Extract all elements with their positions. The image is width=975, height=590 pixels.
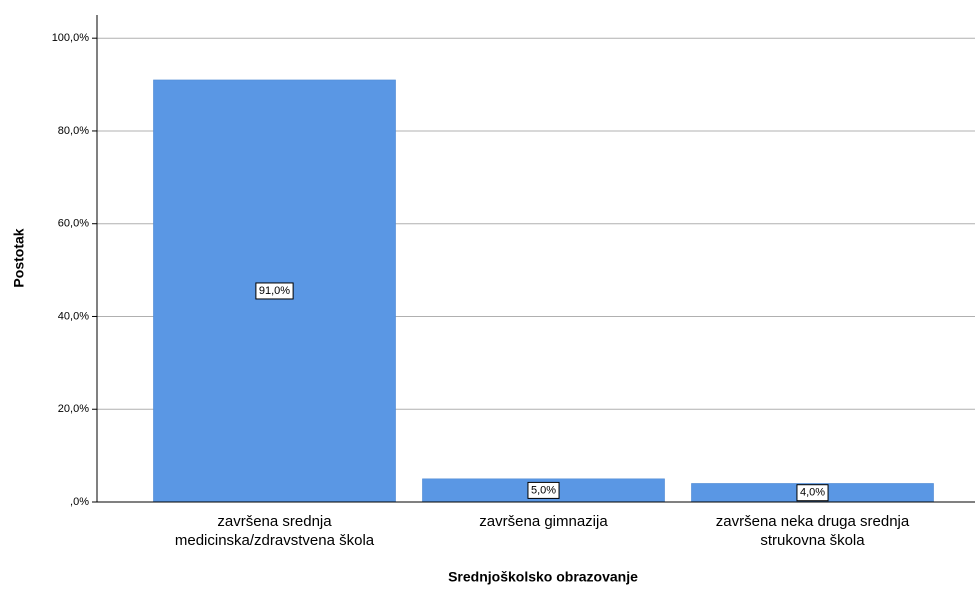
value-label-box [527, 481, 560, 499]
value-label: 91,0% [259, 285, 290, 297]
y-tick-label: 80,0% [58, 125, 89, 137]
y-tick-label: 40,0% [58, 310, 89, 322]
value-label: 5,0% [531, 484, 556, 496]
y-tick-label: 100,0% [52, 32, 90, 44]
y-tick-label: 60,0% [58, 218, 89, 230]
value-label-box [796, 484, 829, 502]
x-tick-label: završena srednja medicinska/zdravstvena š… [175, 513, 375, 549]
x-tick-label: završena gimnazija [479, 513, 608, 530]
y-axis-label: Postotak [11, 228, 27, 287]
y-tick-label: ,0% [70, 496, 89, 508]
value-label-box [255, 282, 294, 300]
x-tick-label: završena neka druga srednja strukovna ško… [716, 513, 910, 549]
y-tick-label: 20,0% [58, 403, 89, 415]
x-axis-label: Srednjoškolsko obrazovanje [448, 569, 638, 585]
value-label: 4,0% [800, 487, 825, 499]
